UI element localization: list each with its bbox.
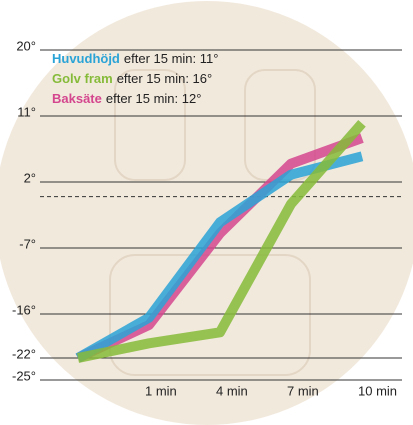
legend-note: efter 15 min: 12° (106, 91, 202, 106)
y-tick-label: -7° (19, 236, 36, 251)
legend-name: Baksäte (52, 91, 102, 106)
y-tick-label: -25° (12, 368, 36, 383)
legend-entry: Huvudhöjd efter 15 min: 11° (52, 51, 218, 66)
x-tick-label: 1 min (145, 383, 177, 398)
x-tick-label: 7 min (287, 383, 319, 398)
y-tick-label: 11° (17, 104, 36, 119)
legend-note: efter 15 min: 16° (117, 71, 213, 86)
y-tick-label: -22° (12, 346, 36, 361)
legend-entry: Baksäte efter 15 min: 12° (52, 91, 201, 106)
legend-name: Huvudhöjd (52, 51, 120, 66)
y-tick-label: 2° (24, 170, 36, 185)
legend-note: efter 15 min: 11° (124, 51, 219, 66)
x-tick-label: 10 min (358, 383, 397, 398)
legend-name: Golv fram (52, 71, 113, 86)
x-tick-label: 4 min (216, 383, 248, 398)
chart: 20° 11° 2° -7° -16° -22° -25° 1 min 4 min 7 min 10… (0, 0, 413, 425)
y-tick-label: -16° (12, 302, 36, 317)
y-tick-label: 20° (16, 38, 36, 53)
legend-entry: Golv fram efter 15 min: 16° (52, 71, 212, 86)
